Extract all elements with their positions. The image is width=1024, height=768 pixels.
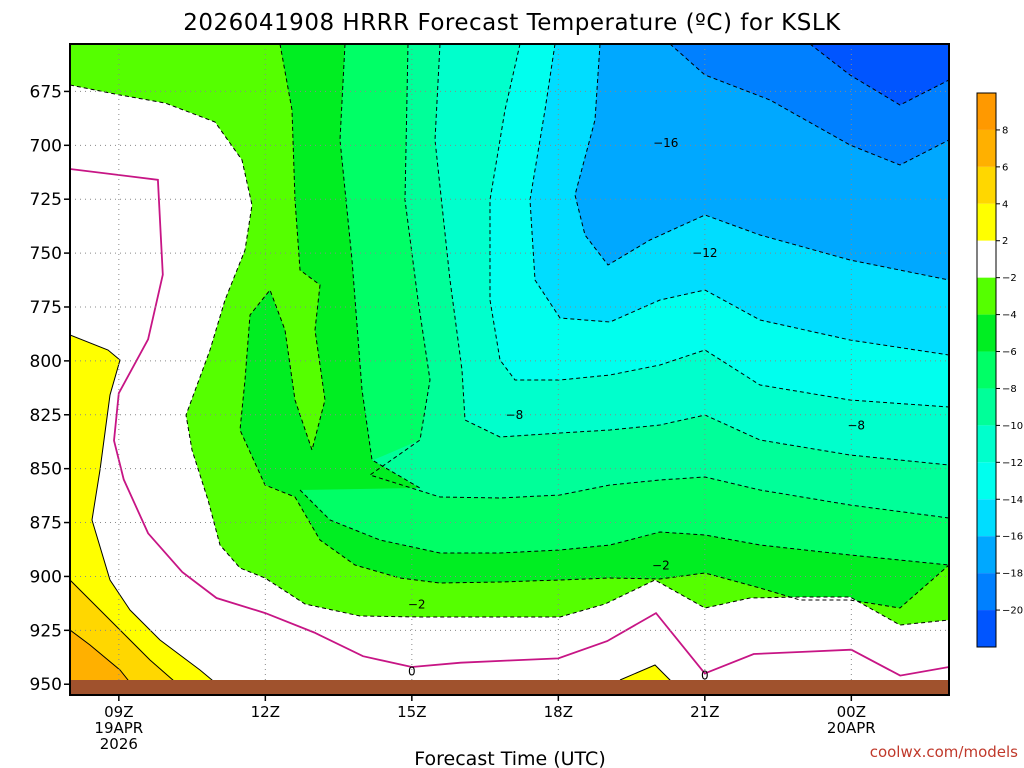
colorbar-swatch xyxy=(977,499,996,537)
colorbar: 8 6 4 2 −2 −4 −6 −8 −10 −12 −14 −16 −18 −20 xyxy=(976,92,1023,648)
colorbar-tick-label: −20 xyxy=(1002,606,1023,617)
contour-line xyxy=(299,489,949,566)
y-axis: 675 700 725 750 775 800 825 850 875 900 925 950 xyxy=(30,82,70,695)
contour-value-label: 0 xyxy=(701,669,709,683)
y-tick-label: 850 xyxy=(30,460,62,480)
x-tick-date: 19APR xyxy=(94,719,143,737)
y-tick-label: 925 xyxy=(30,621,62,641)
contour-value-label: −2 xyxy=(408,597,426,611)
colorbar-swatch xyxy=(977,425,996,463)
y-tick-label: 950 xyxy=(30,675,62,695)
y-tick-label: 750 xyxy=(30,244,62,264)
y-tick-label: 775 xyxy=(30,298,62,318)
colorbar-swatch xyxy=(977,351,996,389)
colorbar-tick-label: −18 xyxy=(1002,569,1023,580)
x-tick-year: 2026 xyxy=(100,735,138,753)
band-yellow-2-4 xyxy=(70,335,230,695)
colorbar-swatch xyxy=(977,93,996,130)
contour-labels: −16 −12 −8 −8 −2 −2 0 0 xyxy=(408,136,865,682)
colorbar-tick-label: 4 xyxy=(1002,199,1008,210)
contour-line xyxy=(529,44,949,356)
colorbar-swatch xyxy=(977,388,996,426)
contour-value-label: −2 xyxy=(652,559,670,573)
colorbar-tick-label: −2 xyxy=(1002,273,1017,284)
colorbar-tick-label: −16 xyxy=(1002,532,1023,543)
dashed-contours xyxy=(70,44,949,626)
colorbar-swatch xyxy=(977,462,996,500)
contour-line xyxy=(809,44,949,106)
colorbar-swatch xyxy=(977,314,996,352)
contour-line xyxy=(339,44,421,489)
colorbar-swatch xyxy=(977,610,996,647)
x-tick-label: 00Z xyxy=(837,703,866,721)
colorbar-swatch xyxy=(977,240,996,278)
plot-area xyxy=(70,44,949,695)
colorbar-swatch xyxy=(977,573,996,611)
colorbar-swatch xyxy=(977,129,996,167)
colorbar-tick-label: 6 xyxy=(1002,162,1008,173)
y-tick-label: 875 xyxy=(30,514,62,534)
colorbar-tick-label: 8 xyxy=(1002,125,1008,136)
colorbar-tick-label: −10 xyxy=(1002,421,1023,432)
colorbar-frame xyxy=(976,92,997,648)
chart-title: 2026041908 HRRR Forecast Temperature (ºC… xyxy=(183,10,841,36)
colorbar-tick-label: −8 xyxy=(1002,384,1017,395)
credit-link[interactable]: coolwx.com/models xyxy=(870,743,1018,761)
x-tick-label: 21Z xyxy=(690,703,719,721)
colorbar-swatch xyxy=(977,203,996,241)
colorbar-tick-label: −6 xyxy=(1002,347,1017,358)
colorbar-tick-label: −4 xyxy=(1002,310,1017,321)
contour-value-label: 0 xyxy=(408,664,416,678)
y-tick-label: 900 xyxy=(30,567,62,587)
colorbar-tick-label: −12 xyxy=(1002,458,1023,469)
x-tick-date: 20APR xyxy=(827,719,876,737)
y-tick-label: 675 xyxy=(30,82,62,102)
band-orange-6-8 xyxy=(70,630,140,695)
colorbar-swatch xyxy=(977,536,996,574)
contour-line xyxy=(70,84,949,626)
x-tick-label: 18Z xyxy=(544,703,573,721)
colorbar-tick-label: 2 xyxy=(1002,236,1008,247)
contour-line xyxy=(70,334,231,695)
x-tick-label: 15Z xyxy=(397,703,426,721)
x-axis-label: Forecast Time (UTC) xyxy=(414,748,605,768)
contour-value-label: −12 xyxy=(692,246,717,260)
y-tick-label: 800 xyxy=(30,352,62,372)
y-tick-label: 725 xyxy=(30,190,62,210)
contour-line xyxy=(368,44,949,519)
freezing-level-line xyxy=(70,168,949,677)
contour-line xyxy=(434,44,949,466)
contour-value-label: −16 xyxy=(653,136,678,150)
contour-line xyxy=(239,44,949,609)
y-tick-label: 825 xyxy=(30,406,62,426)
x-tick-label: 09Z xyxy=(104,703,133,721)
contour-value-label: −8 xyxy=(506,408,524,422)
y-tick-label: 700 xyxy=(30,136,62,156)
contour-line xyxy=(574,44,949,281)
contour-line xyxy=(669,44,949,166)
colorbar-tick-label: −14 xyxy=(1002,495,1023,506)
x-tick-label: 12Z xyxy=(251,703,280,721)
ground-strip xyxy=(70,680,949,695)
band-green-2-4 xyxy=(70,44,949,695)
contour-line xyxy=(489,44,949,408)
plot-frame xyxy=(69,43,950,696)
colorbar-swatch xyxy=(977,166,996,204)
gridlines xyxy=(70,44,949,695)
colorbar-swatch xyxy=(977,277,996,315)
contour-value-label: −8 xyxy=(847,419,865,433)
band-white-0-2 xyxy=(70,44,949,695)
